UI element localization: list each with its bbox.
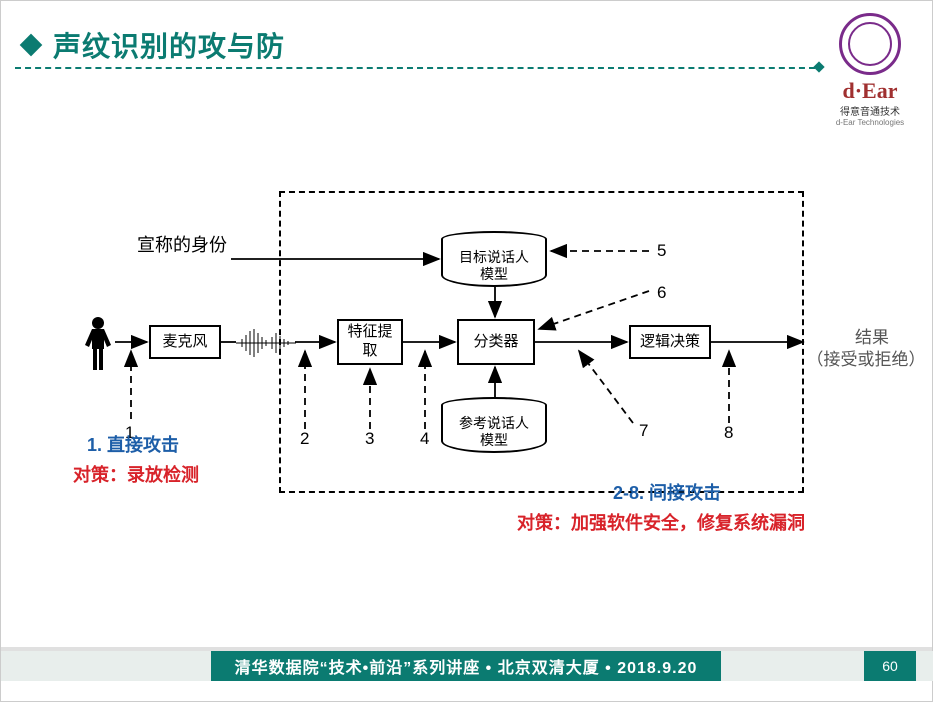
attack-num-4: 4 <box>420 429 429 449</box>
arrows-layer <box>81 191 881 551</box>
attack-num-6: 6 <box>657 283 666 303</box>
dear-logo-en: d-Ear Technologies <box>826 118 914 127</box>
diagram: 宣称的身份 麦克风 特征提 取 <box>81 191 881 551</box>
page-title: 声纹识别的攻与防 <box>53 25 285 65</box>
title-row: 声纹识别的攻与防 <box>23 25 285 65</box>
dear-logo-cn: 得意音通技术 <box>826 103 914 118</box>
indirect-attack-label: 2-8. 间接攻击 <box>613 479 721 505</box>
attack-num-5: 5 <box>657 241 666 261</box>
attack-num-3: 3 <box>365 429 374 449</box>
title-divider <box>15 67 815 69</box>
logo-block: d·Ear 得意音通技术 d-Ear Technologies <box>826 13 914 127</box>
attack-num-7: 7 <box>639 421 648 441</box>
attack-num-2: 2 <box>300 429 309 449</box>
indirect-counter-label: 对策：加强软件安全，修复系统漏洞 <box>517 509 805 535</box>
university-seal-icon <box>839 13 901 75</box>
attack-num-8: 8 <box>724 423 733 443</box>
footer-text: 清华数据院“技术•前沿”系列讲座 • 北京双清大厦 • 2018.9.20 <box>211 651 721 681</box>
dear-logo: d·Ear <box>826 81 914 101</box>
direct-counter-label: 对策：录放检测 <box>73 461 199 487</box>
page-number-box: 60 <box>864 651 916 681</box>
page-number: 60 <box>882 658 898 674</box>
title-bullet-icon <box>20 34 43 57</box>
direct-attack-label: 1. 直接攻击 <box>87 431 179 457</box>
slide: 声纹识别的攻与防 d·Ear 得意音通技术 d-Ear Technologies… <box>0 0 933 702</box>
title-divider-endcap-icon <box>813 61 824 72</box>
